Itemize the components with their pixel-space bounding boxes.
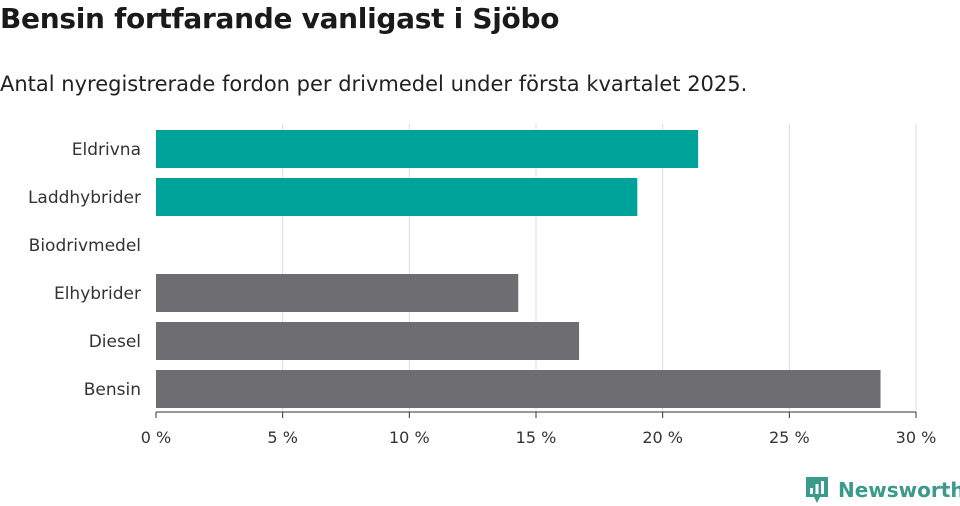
x-axis: 0 % 5 % 10 % 15 % 20 % 25 % 30 % — [141, 411, 937, 447]
chart-title: Bensin fortfarande vanligast i Sjöbo — [0, 2, 560, 35]
category-label: Laddhybrider — [28, 188, 141, 208]
x-tick-label: 20 % — [642, 428, 683, 447]
x-tick-label: 0 % — [141, 428, 171, 447]
x-tick-label: 30 % — [896, 428, 937, 447]
grid-lines — [282, 124, 917, 412]
category-label: Eldrivna — [72, 140, 141, 160]
bars — [156, 130, 881, 408]
x-tick-label: 5 % — [267, 428, 297, 447]
bar-diesel — [156, 322, 580, 360]
bar-eldrivna — [156, 130, 699, 168]
newsworthy-logo-icon — [806, 477, 828, 503]
brand-logo: Newsworthy — [804, 474, 960, 506]
category-labels: Eldrivna Laddhybrider Biodrivmedel Elhybrid… — [28, 140, 141, 400]
bar-elhybrider — [156, 274, 519, 312]
brand-name: Newsworthy — [838, 478, 960, 502]
category-label: Diesel — [89, 332, 141, 352]
category-label: Elhybrider — [54, 284, 141, 304]
x-tick-label: 10 % — [389, 428, 430, 447]
category-label: Bensin — [84, 380, 141, 400]
bar-laddhybrider — [156, 178, 638, 216]
x-tick-label: 15 % — [516, 428, 557, 447]
x-tick-label: 25 % — [769, 428, 810, 447]
category-label: Biodrivmedel — [29, 236, 141, 256]
bar-bensin — [156, 370, 881, 408]
chart-subtitle: Antal nyregistrerade fordon per drivmede… — [0, 72, 748, 96]
